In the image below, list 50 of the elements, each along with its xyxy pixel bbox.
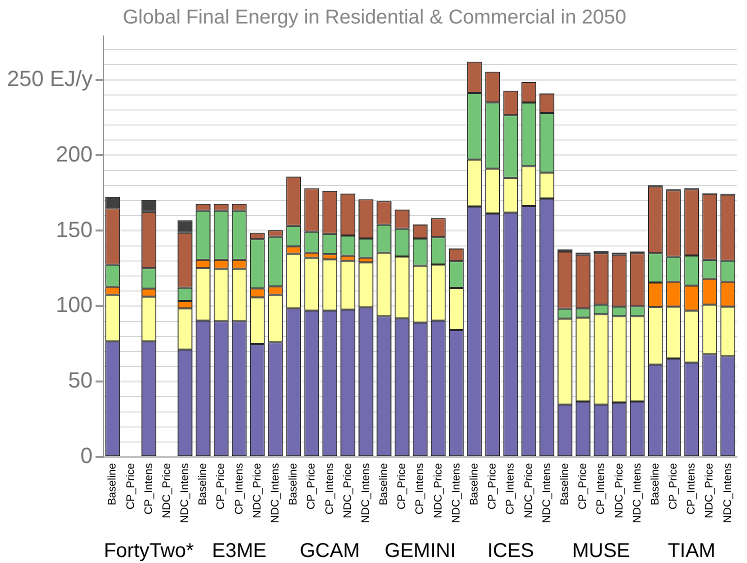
y-tick-label: 0: [80, 443, 93, 468]
text: ICES: [487, 540, 534, 562]
x-tick-label: CP_Intens: [686, 462, 698, 514]
x-tick-label: NDC_Intens: [722, 462, 734, 524]
x-tick-label: CP_Intens: [414, 462, 426, 514]
x-tick-label: NDC_Price: [251, 463, 264, 518]
y-tick-label: 250 EJ/y: [6, 66, 93, 91]
x-tick-label: NDC_Price: [432, 463, 444, 518]
x-tick-label: CP_Price: [306, 463, 318, 510]
chart-title: Global Final Energy in Residential & Commercial in 2050: [122, 6, 626, 29]
x-tick-label: NDC_Price: [342, 463, 354, 518]
y-tick-label: 50: [68, 368, 93, 393]
x-tick-label: NDC_Intens: [270, 462, 282, 524]
x-tick-label: Baseline: [106, 463, 119, 506]
x-tick-label: Baseline: [197, 463, 210, 506]
text: MUSE: [572, 540, 630, 562]
x-tick-label: CP_Price: [124, 463, 137, 510]
x-tick-label: NDC_Intens: [450, 462, 462, 524]
x-tick-label: Baseline: [649, 463, 662, 506]
x-tick-label: Baseline: [288, 463, 300, 506]
x-tick-label: NDC_Intens: [179, 462, 192, 524]
x-tick-label: CP_Intens: [324, 462, 336, 514]
x-tick-label: Baseline: [468, 463, 481, 506]
x-tick-label: CP_Price: [486, 463, 499, 510]
x-tick-label: NDC_Price: [160, 463, 173, 518]
text: FortyTwo*: [104, 540, 194, 562]
bar: [558, 249, 572, 252]
x-tick-label: CP_Intens: [142, 462, 155, 514]
x-tick-label: NDC_Price: [704, 463, 716, 518]
x-tick-label: CP_Price: [396, 463, 408, 510]
text: GCAM: [300, 540, 360, 562]
x-tick-label: NDC_Intens: [360, 462, 372, 524]
x-tick-label: CP_Intens: [233, 462, 246, 514]
y-tick-label: 200: [56, 141, 93, 166]
x-tick-label: CP_Intens: [504, 462, 517, 514]
x-tick-label: Baseline: [558, 463, 571, 506]
x-tick-label: NDC_Intens: [540, 462, 553, 524]
x-tick-label: CP_Price: [215, 463, 228, 510]
x-tick-label: NDC_Intens: [631, 462, 644, 524]
x-tick-label: Baseline: [378, 463, 390, 506]
x-tick-label: NDC_Price: [522, 463, 535, 518]
text: E3ME: [212, 540, 267, 562]
x-tick-label: CP_Intens: [595, 462, 608, 514]
y-tick-label: 150: [56, 216, 93, 242]
x-tick-label: NDC_Price: [613, 463, 626, 518]
text: TIAM: [668, 540, 716, 562]
x-tick-label: CP_Price: [668, 463, 680, 510]
x-tick-label: CP_Price: [577, 463, 590, 510]
y-tick-label: 100: [56, 292, 93, 318]
text: GEMINI: [384, 540, 456, 562]
